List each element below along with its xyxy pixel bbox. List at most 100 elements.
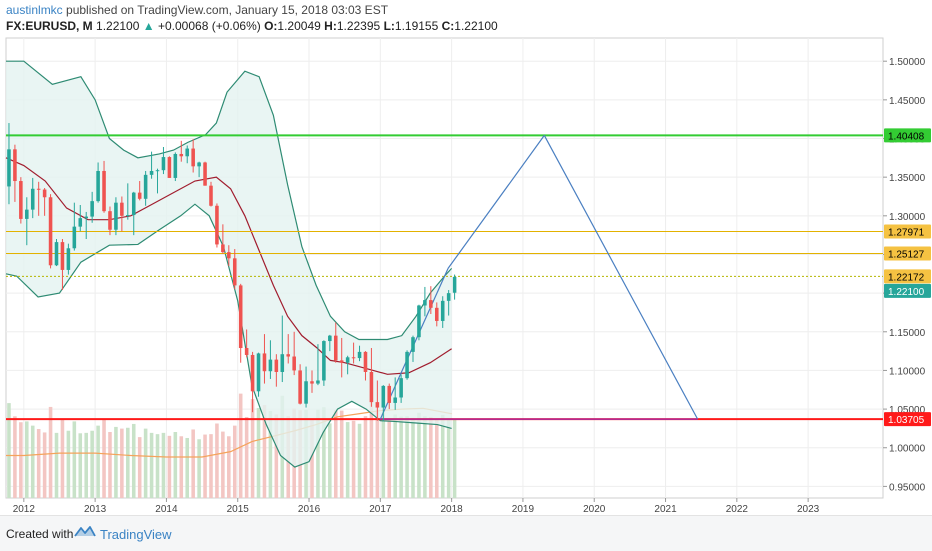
volume-bar: [197, 439, 201, 498]
candle-body: [328, 335, 332, 342]
candle-body: [387, 385, 392, 403]
volume-bar: [227, 436, 231, 498]
volume-bar: [84, 432, 88, 498]
y-tick-label: 1.05000: [889, 405, 926, 416]
candle-body: [286, 354, 291, 357]
x-tick-label: 2012: [13, 504, 36, 515]
volume-bar: [369, 399, 374, 498]
candle-body: [108, 211, 112, 230]
volume-bar: [417, 412, 421, 498]
volume-bar: [333, 410, 338, 498]
tradingview-link[interactable]: TradingView: [100, 527, 172, 542]
candle-body: [381, 385, 386, 408]
candle-body: [209, 185, 213, 206]
y-tick-label: 1.50000: [889, 57, 926, 68]
candle-body: [375, 402, 380, 408]
candle-body: [149, 170, 154, 175]
volume-bar: [108, 432, 112, 498]
high-label: H:: [324, 19, 337, 33]
candle-body: [417, 305, 421, 338]
volume-bar: [96, 425, 100, 498]
symbol-name: FX:EURUSD, M: [6, 19, 93, 33]
x-tick-label: 2023: [797, 504, 820, 515]
candle-body: [274, 359, 279, 372]
candle-body: [440, 300, 445, 321]
candle-body: [114, 202, 118, 230]
volume-bar: [310, 419, 314, 498]
symbol-info: FX:EURUSD, M 1.22100 ▲ +0.00068 (+0.06%)…: [6, 19, 498, 33]
price-label-box: [884, 269, 931, 284]
x-tick-label: 2015: [227, 504, 250, 515]
volume-bar: [60, 419, 65, 498]
candle-body: [143, 174, 148, 199]
volume-bar: [446, 418, 451, 498]
candle-body: [339, 360, 344, 363]
candle-body: [429, 300, 433, 308]
volume-bar: [161, 432, 166, 498]
volume-bar: [244, 416, 249, 498]
volume-bar: [268, 411, 273, 498]
x-tick-label: 2019: [512, 504, 535, 515]
candle-body: [423, 300, 427, 306]
price-label-box: [884, 412, 931, 427]
candle-body: [120, 202, 124, 216]
candle-body: [131, 192, 136, 216]
volume-bar: [78, 433, 83, 498]
candle-body: [102, 170, 106, 212]
candle-body: [48, 197, 53, 266]
volume-bar: [250, 399, 255, 498]
x-tick-label: 2018: [441, 504, 464, 515]
volume-bar: [102, 419, 106, 498]
candle-body: [60, 242, 65, 270]
candle-body: [72, 226, 77, 249]
volume-bar: [238, 393, 243, 498]
volume-bar: [405, 416, 409, 498]
volume-bar: [137, 437, 142, 498]
volume-bar: [357, 423, 362, 498]
candle-body: [434, 307, 439, 321]
price-axis[interactable]: 1.500001.450001.400001.350001.300001.250…: [883, 57, 931, 493]
created-with-text: Created with: [6, 527, 74, 541]
y-tick-label: 1.30000: [889, 212, 926, 223]
candle-body: [13, 149, 17, 182]
candle-body: [369, 371, 374, 403]
time-axis[interactable]: 2012 2013 2014 2015 2016 2017 2018 2019 2020 2021…: [13, 498, 820, 515]
volume-bar: [149, 432, 154, 498]
volume-bar: [36, 429, 41, 498]
y-tick-label: 1.10000: [889, 366, 926, 377]
close-value: 1.22100: [454, 19, 498, 33]
volume-bar: [429, 416, 433, 498]
volume-bar: [411, 417, 415, 498]
candle-body: [126, 215, 130, 217]
volume-bar: [375, 410, 380, 498]
candle-body: [292, 356, 296, 371]
volume-bar: [381, 412, 386, 498]
candle-body: [345, 357, 350, 363]
candle-body: [203, 162, 207, 186]
y-tick-label: 0.95000: [889, 482, 926, 493]
candle-body: [351, 357, 356, 359]
candle-body: [268, 359, 273, 372]
volume-bar: [328, 423, 332, 498]
price-label-text: 1.22172: [888, 272, 925, 283]
volume-bar: [131, 423, 136, 498]
volume-bar: [215, 423, 219, 498]
volume-bar: [440, 414, 445, 498]
candle-body: [333, 335, 338, 361]
y-tick-label: 1.35000: [889, 173, 926, 184]
volume-bar: [452, 418, 457, 498]
candle-body: [280, 354, 285, 372]
volume-bar: [54, 432, 59, 498]
candle-body: [244, 348, 249, 355]
volume-bar: [203, 434, 207, 498]
candle-body: [197, 162, 201, 167]
author-link[interactable]: austinlmkc: [6, 3, 63, 17]
x-tick-label: 2016: [298, 504, 321, 515]
trend-line: [543, 135, 699, 420]
price-chart[interactable]: 1.500001.450001.400001.350001.300001.250…: [0, 0, 932, 515]
volume-bar: [339, 410, 344, 498]
volume-bar: [173, 432, 178, 498]
price-label-text: 1.40408: [888, 131, 925, 142]
volume-bar: [221, 431, 225, 498]
price-label-box: [884, 283, 931, 298]
